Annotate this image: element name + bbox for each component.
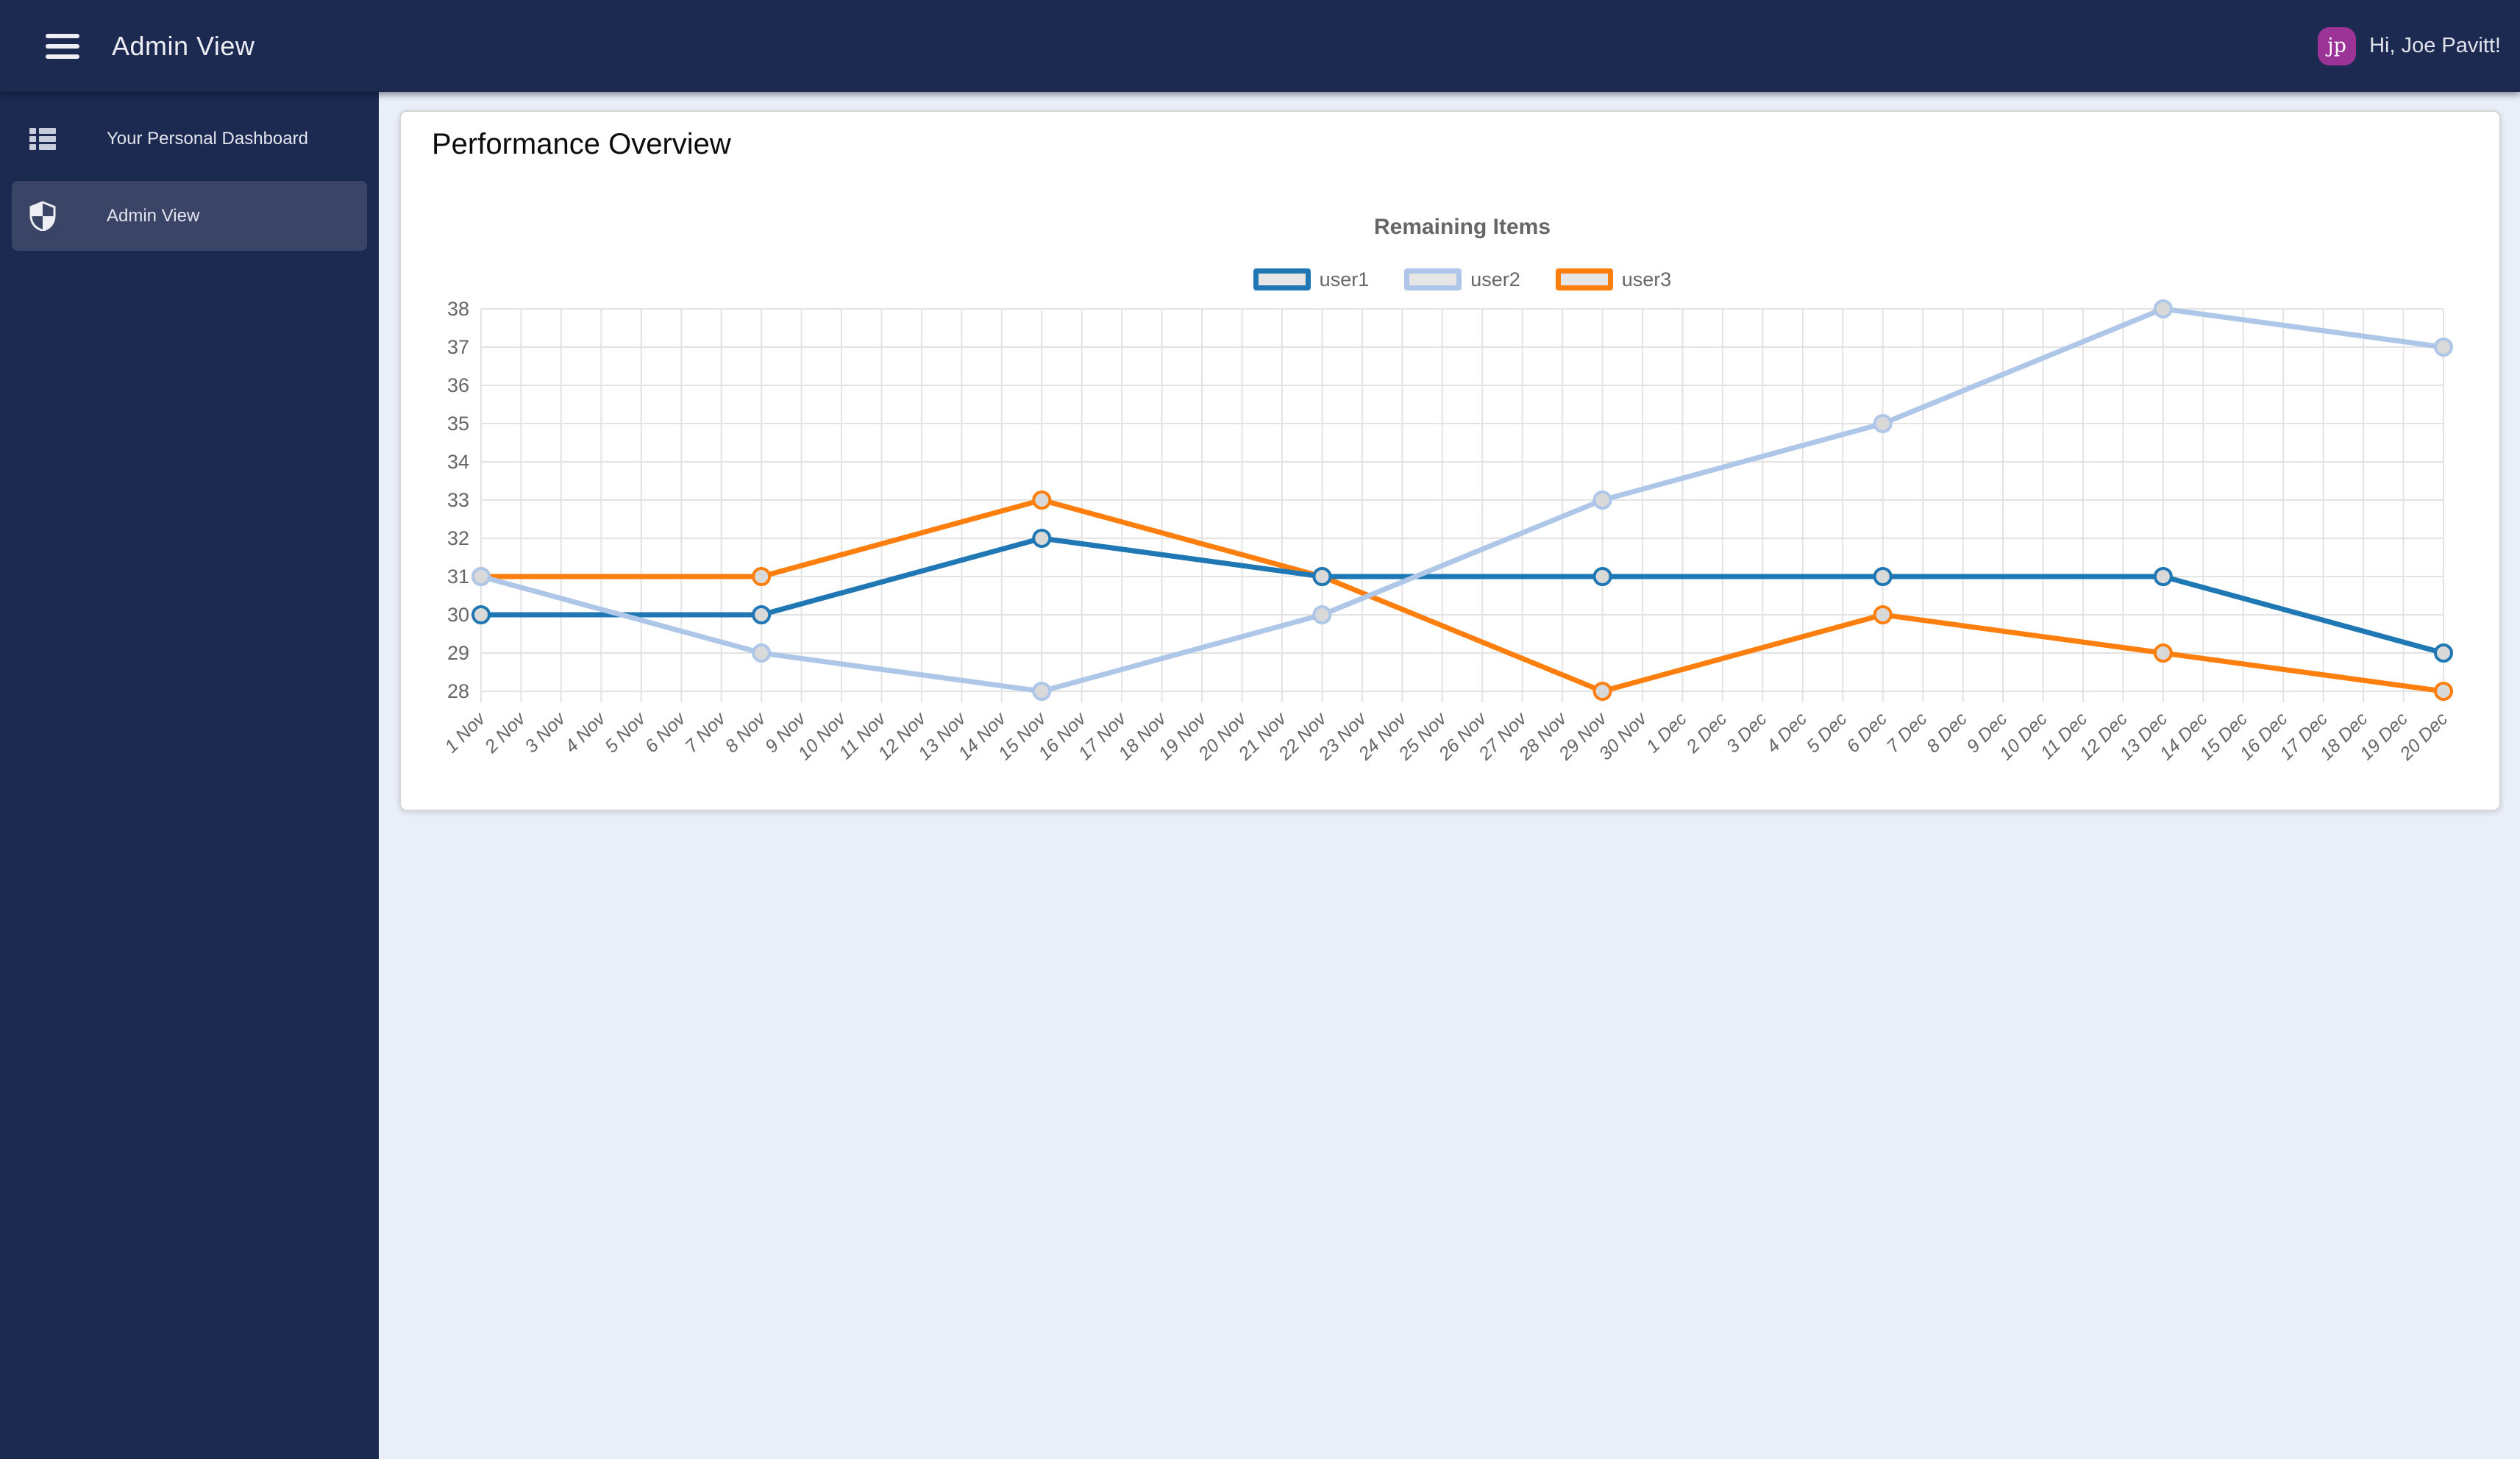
data-point-user1[interactable] — [1312, 567, 1332, 586]
main-content: Performance Overview Remaining Items use… — [379, 92, 2520, 1459]
data-point-user2[interactable] — [2153, 299, 2173, 318]
data-point-user3[interactable] — [1873, 605, 1893, 624]
legend-swatch-user3 — [1555, 268, 1613, 290]
x-axis-tick-label: 2 Nov — [480, 707, 530, 757]
performance-overview-card: Performance Overview Remaining Items use… — [399, 110, 2501, 811]
top-navbar: Admin View jp Hi, Joe Pavitt! — [0, 0, 2520, 92]
x-axis-tick-label: 1 Dec — [1642, 708, 1691, 757]
chart-legend: user1 user2 user3 — [481, 259, 2444, 300]
legend-label-user1: user1 — [1319, 268, 1370, 290]
y-axis-tick-label: 38 — [447, 298, 469, 320]
data-point-user2[interactable] — [471, 567, 491, 586]
data-point-user1[interactable] — [752, 605, 772, 624]
sidebar-item-label: Your Personal Dashboard — [107, 128, 308, 149]
card-title: Performance Overview — [432, 128, 731, 160]
data-point-user1[interactable] — [471, 605, 491, 624]
chart-series — [471, 299, 2453, 701]
chart-gridlines — [480, 308, 2444, 702]
data-point-user3[interactable] — [2153, 643, 2173, 663]
app-title: Admin View — [112, 30, 255, 61]
legend-swatch-user1 — [1253, 268, 1311, 290]
shield-icon — [29, 201, 56, 231]
y-axis-tick-label: 35 — [447, 413, 469, 435]
x-axis-tick-label: 7 Nov — [681, 707, 730, 757]
x-axis-tick-label: 3 Nov — [521, 707, 570, 757]
x-axis-tick-label: 1 Nov — [441, 707, 490, 757]
x-axis-tick-label: 2 Dec — [1681, 708, 1731, 757]
y-axis-tick-label: 32 — [447, 527, 469, 549]
x-axis-tick-label: 5 Dec — [1803, 708, 1851, 757]
avatar-initials: jp — [2327, 35, 2346, 57]
y-axis-tick-label: 30 — [447, 604, 469, 626]
x-axis-tick-label: 7 Dec — [1882, 708, 1931, 757]
data-point-user2[interactable] — [1032, 682, 1052, 701]
y-axis-tick-label: 37 — [447, 336, 469, 358]
user-greeting: Hi, Joe Pavitt! — [2369, 34, 2501, 57]
x-axis-tick-label: 5 Nov — [601, 707, 650, 757]
data-point-user2[interactable] — [1592, 491, 1612, 510]
data-point-user2[interactable] — [1312, 605, 1332, 624]
data-point-user1[interactable] — [1592, 567, 1612, 586]
x-axis-tick-label: 6 Nov — [641, 707, 691, 757]
legend-label-user3: user3 — [1621, 268, 1672, 290]
y-axis-tick-label: 33 — [447, 489, 469, 511]
sidebar-item-personal-dashboard[interactable]: Your Personal Dashboard — [12, 104, 367, 174]
series-user1 — [471, 529, 2453, 663]
x-axis-tick-label: 8 Nov — [721, 707, 770, 757]
data-point-user1[interactable] — [2153, 567, 2173, 586]
legend-label-user2: user2 — [1470, 268, 1520, 290]
sidebar: Your Personal Dashboard Admin View — [0, 92, 379, 1459]
x-axis-tick-label: 3 Dec — [1723, 708, 1771, 757]
y-axis-tick-label: 31 — [447, 566, 469, 588]
data-point-user3[interactable] — [1592, 682, 1612, 701]
legend-item-user2[interactable]: user2 — [1404, 268, 1520, 291]
data-point-user3[interactable] — [752, 567, 772, 586]
x-axis-tick-label: 6 Dec — [1843, 708, 1891, 757]
legend-item-user1[interactable]: user1 — [1253, 268, 1370, 291]
sidebar-item-admin-view[interactable]: Admin View — [12, 181, 367, 251]
x-axis-tick-label: 8 Dec — [1923, 708, 1971, 757]
data-point-user3[interactable] — [1032, 491, 1052, 510]
legend-item-user3[interactable]: user3 — [1555, 268, 1672, 291]
series-user3 — [471, 491, 2453, 701]
data-point-user1[interactable] — [1873, 567, 1893, 586]
hamburger-menu-icon[interactable] — [46, 33, 79, 59]
data-point-user2[interactable] — [752, 643, 772, 663]
y-axis-tick-label: 34 — [447, 451, 469, 473]
user-avatar[interactable]: jp — [2318, 26, 2357, 65]
series-user2 — [471, 299, 2453, 701]
data-point-user3[interactable] — [2434, 682, 2453, 701]
x-axis-tick-label: 4 Nov — [561, 707, 611, 757]
x-axis-tick-label: 4 Dec — [1762, 708, 1811, 757]
user-area: jp Hi, Joe Pavitt! — [2318, 26, 2501, 65]
dashboard-list-icon — [29, 124, 56, 154]
legend-swatch-user2 — [1404, 268, 1462, 290]
y-axis-tick-label: 29 — [447, 642, 469, 664]
y-axis-tick-label: 28 — [447, 680, 469, 702]
y-axis-tick-label: 36 — [447, 374, 469, 396]
sidebar-item-label: Admin View — [107, 205, 200, 226]
data-point-user1[interactable] — [1032, 529, 1052, 548]
data-point-user2[interactable] — [2434, 338, 2453, 357]
chart-title: Remaining Items — [1373, 215, 1551, 239]
data-point-user1[interactable] — [2434, 643, 2453, 663]
data-point-user2[interactable] — [1873, 414, 1893, 433]
